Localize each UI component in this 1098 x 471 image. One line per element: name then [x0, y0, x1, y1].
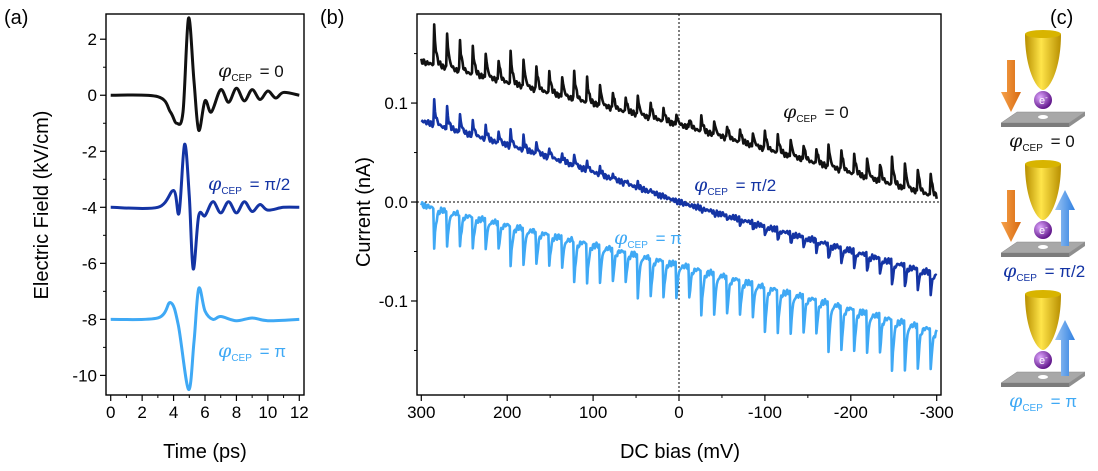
- panel-a-xlabel: Time (ps): [163, 441, 247, 463]
- a-xtick-label: 2: [137, 403, 146, 422]
- panel-label-c: (c): [1050, 7, 1073, 29]
- molecule-spot: [1038, 115, 1048, 119]
- substrate-edge: [1001, 253, 1069, 257]
- b-label-cep-pi2: φCEP = π/2: [694, 174, 776, 198]
- schematic-label-2: φCEP = π: [1009, 390, 1077, 414]
- a-ytick-label: -10: [72, 366, 97, 385]
- a-ytick-label: -6: [82, 254, 97, 273]
- substrate-side: [1069, 372, 1085, 387]
- a-label-cep0: φCEP = 0: [218, 60, 284, 84]
- panel-c-schematic: e-φCEP = 0e-φCEP = π/2e-φCEP = π: [1000, 30, 1086, 414]
- panel-b-xlabel: DC bias (mV): [620, 441, 740, 463]
- b-xtick-label: 0: [674, 403, 683, 422]
- b-xtick-label: 300: [407, 403, 435, 422]
- substrate-edge: [1001, 383, 1069, 387]
- electron-label: e-: [1039, 353, 1048, 367]
- b-ytick-label: -0.1: [379, 292, 408, 311]
- field-arrow-up-icon: [1055, 190, 1075, 246]
- electron-icon: [1034, 351, 1052, 369]
- a-label-cep-pi2: φCEP = π/2: [208, 173, 290, 197]
- schematic-row-0: e-φCEP = 0: [1000, 30, 1086, 154]
- a-xtick-label: 8: [232, 403, 241, 422]
- stm-tip-top: [1025, 290, 1061, 298]
- stm-tip: [1025, 294, 1061, 350]
- a-series-line-0: [110, 16, 300, 132]
- electron-label: e-: [1039, 93, 1048, 107]
- panel-b-plot: 300 200 100 0 -100 -200 -300 0.1 0.0 -0.1 φCEP = …: [353, 13, 954, 463]
- stm-tip: [1025, 34, 1061, 90]
- b-label-cep-pi: φCEP = π: [614, 227, 682, 251]
- a-xtick-label: 4: [169, 403, 178, 422]
- a-ytick-label: 0: [88, 86, 97, 105]
- b-ytick-label: 0.0: [384, 193, 408, 212]
- stm-tip-top: [1025, 160, 1061, 168]
- b-xtick-label: -200: [834, 403, 868, 422]
- schematic-row-1: e-φCEP = π/2: [1000, 160, 1086, 284]
- panel-label-a: (a): [4, 7, 28, 29]
- a-xtick-label: 12: [290, 403, 309, 422]
- b-xtick-label: -100: [748, 403, 782, 422]
- schematic-label-0: φCEP = 0: [1009, 130, 1075, 154]
- a-xtick-label: 6: [200, 403, 209, 422]
- schematic-row-2: e-φCEP = π: [1000, 290, 1086, 414]
- a-ytick-label: -4: [82, 198, 97, 217]
- stm-tip: [1025, 164, 1061, 220]
- substrate-side: [1069, 112, 1085, 127]
- field-arrow-down-icon: [1001, 190, 1021, 242]
- b-xtick-label: 200: [493, 403, 521, 422]
- field-arrow-down-icon: [1001, 60, 1021, 112]
- a-ytick-label: -2: [82, 142, 97, 161]
- stm-tip-top: [1025, 30, 1061, 38]
- electron-label: e-: [1039, 223, 1048, 237]
- a-series-line-1: [110, 142, 300, 271]
- panel-a-ylabel: Electric Field (kV/cm): [31, 111, 53, 300]
- b-xtick-label: 100: [579, 403, 607, 422]
- b-series-line-0: [420, 23, 938, 200]
- electron-icon: [1034, 91, 1052, 109]
- panel-label-b: (b): [320, 7, 344, 29]
- a-series-line-2: [110, 286, 300, 391]
- a-ytick-label: 2: [88, 30, 97, 49]
- substrate-side: [1069, 242, 1085, 257]
- a-xtick-label: 0: [106, 403, 115, 422]
- panel-a-plot: 0 2 4 6 8 10 12 2 0 -2 -4 -6 -8 -10 φCEP = 0 φCEP = π/…: [31, 13, 309, 463]
- b-series-line-1: [420, 97, 938, 297]
- field-arrow-up-icon: [1055, 320, 1075, 376]
- b-xtick-label: -300: [920, 403, 954, 422]
- a-label-cep-pi: φCEP = π: [218, 340, 286, 364]
- b-ytick-label: 0.1: [384, 94, 408, 113]
- molecule-spot: [1038, 375, 1048, 379]
- b-label-cep0: φCEP = 0: [783, 101, 849, 125]
- b-series-line-2: [420, 201, 938, 372]
- substrate-edge: [1001, 123, 1069, 127]
- a-ytick-label: -8: [82, 310, 97, 329]
- a-xtick-label: 10: [258, 403, 277, 422]
- molecule-spot: [1038, 245, 1048, 249]
- panel-b-ylabel: Current (nA): [353, 157, 375, 267]
- schematic-label-1: φCEP = π/2: [1003, 260, 1085, 284]
- electron-icon: [1034, 221, 1052, 239]
